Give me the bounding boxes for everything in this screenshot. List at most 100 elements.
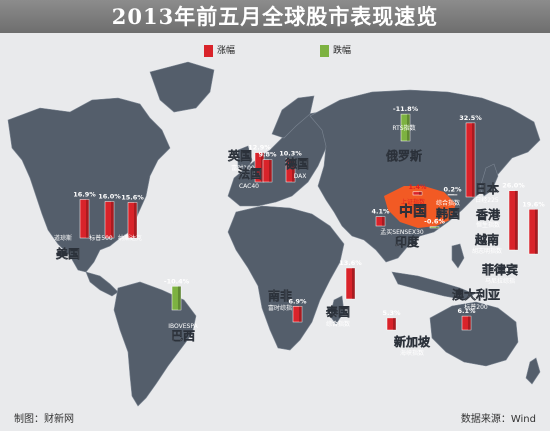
footer-source: 数据来源：Wind [460,414,536,425]
bar-16 [528,209,539,255]
value-label-11: 1.4% [408,183,427,191]
bar-3 [127,202,138,239]
chart-marks [79,113,539,331]
value-label-14: -0.6% [424,218,445,226]
scandinavia-landmass [271,95,315,139]
asia-landmass [309,89,541,263]
greenland-landmass [149,61,215,113]
bar-8 [292,306,303,323]
bar-11 [412,191,423,196]
country-label-18: 新加坡 [394,334,431,349]
index-label-13: 日经225 [475,196,499,204]
country-label-7: 德国 [285,156,309,171]
index-label-14: 恒生指数 [476,221,500,229]
bar-shade-19 [468,316,471,330]
australia-landmass [429,301,519,367]
value-label-5: 12.9% [248,144,271,152]
value-label-17: 13.6% [339,259,362,267]
bar-shade-6 [269,159,272,182]
bar-6 [262,159,273,183]
madagascar-landmass [329,295,345,325]
bar-13 [465,122,476,198]
country-label-16: 菲律宾 [482,262,518,277]
value-label-15: 26.0% [502,182,525,190]
country-label-11: 中国 [399,203,427,220]
index-label-8: 富时综指 [268,304,292,312]
bar-10 [375,216,386,227]
country-label-13: 日本 [475,181,499,196]
index-label-15: 胡志明指数 [472,247,502,255]
index-label-6: CAC40 [239,183,259,190]
value-label-9: -11.8% [393,105,419,113]
bar-shade-14 [436,226,439,228]
value-label-7: 10.3% [279,150,302,158]
china-highlight [384,186,456,228]
country-label-5: 英国 [228,148,252,163]
japan-landmass [479,163,499,197]
bar-shade-8 [299,306,302,322]
value-label-12: 0.2% [443,186,462,194]
country-label-1: 美国 [56,246,80,261]
land-masses [7,61,541,407]
index-label-18: 海峡指数 [400,349,424,357]
bar-shade-16 [535,209,538,254]
value-label-6: 9.8% [258,151,277,159]
bar-shade-2 [111,201,114,238]
index-label-10: 孟买SENSEX30 [380,228,424,236]
bar-7 [285,158,296,183]
value-label-18: 5.3% [382,309,401,317]
legend-swatch-down [320,44,329,57]
bar-shade-7 [292,158,295,182]
bar-4 [171,286,182,311]
country-label-4: 巴西 [171,329,195,343]
value-label-1: 16.9% [73,190,96,198]
country-label-12: 韩国 [436,206,460,221]
bar-shade-5 [261,152,264,182]
legend-item-up: 涨幅 [204,43,235,57]
bar-shade-13 [472,122,475,197]
chart-title: 2013年前五月全球股市表现速览 [0,0,550,33]
value-label-16: 19.6% [522,200,545,208]
country-label-15: 越南 [474,232,499,247]
bar-shade-1 [86,199,89,238]
central-america-landmass [85,271,119,297]
value-label-10: 4.1% [371,208,390,216]
bar-shade-4 [178,286,181,310]
value-label-19: 6.1% [457,307,476,315]
bar-15 [508,190,519,251]
uk-landmass [237,145,253,173]
bar-shade-15 [515,190,518,250]
index-label-3: 纳斯达克 [118,234,142,242]
legend-label-down: 跌幅 [333,46,352,56]
value-label-8: 6.9% [288,297,307,305]
country-label-10: 印度 [395,234,420,249]
value-label-2: 16.0% [98,193,121,201]
index-label-9: RTS指数 [392,124,415,132]
bar-shade-12 [454,194,457,196]
bar-1 [79,199,90,239]
country-label-8: 南非 [268,288,292,303]
country-label-6: 法国 [238,166,262,181]
bar-12 [447,194,458,196]
africa-landmass [227,205,345,351]
country-label-17: 泰国 [325,304,350,319]
index-label-11: 上证指数 [401,198,425,206]
index-label-17: 综合指数 [326,320,350,328]
bar-shade-3 [134,202,137,238]
country-label-14: 香港 [475,207,501,222]
value-label-13: 32.5% [459,114,482,122]
new-zealand-landmass [525,357,541,385]
legend-item-down: 跌幅 [320,43,351,57]
bar-shade-18 [393,317,396,330]
bar-9 [400,113,411,142]
china-region [384,186,456,228]
legend-swatch-up [204,44,213,57]
bar-19 [461,315,472,331]
north-america-landmass [7,97,171,273]
index-label-7: DAX [294,173,307,180]
bar-17 [345,267,356,300]
south-america-landmass [113,281,197,407]
bar-shade-17 [352,267,355,299]
